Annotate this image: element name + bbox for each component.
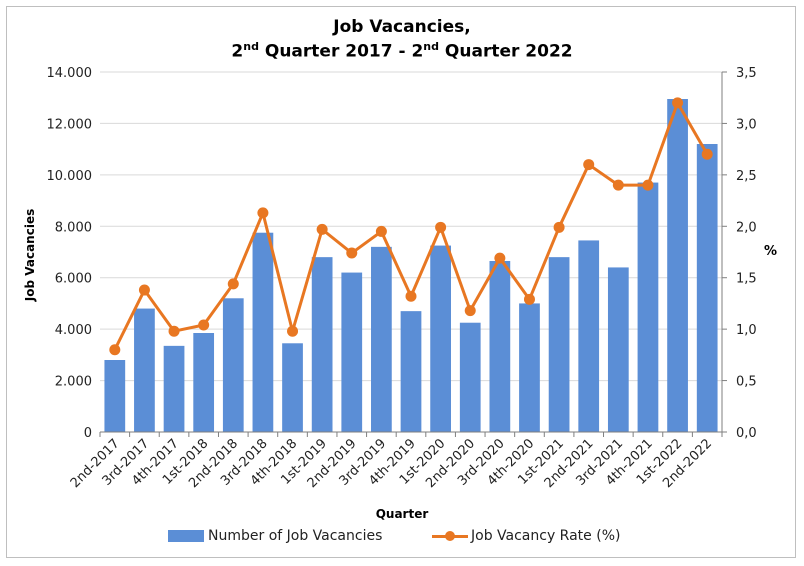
x-axis-label: Quarter [375,507,429,521]
secondary-y-axis-label: % [764,244,778,259]
bar [667,99,688,432]
chart-title: Job Vacancies, [333,17,471,37]
bar [400,311,422,432]
rate-point [316,223,328,235]
rate-point [198,319,210,331]
legend-label-rate: Job Vacancy Rate (%) [471,528,621,544]
y-tick-label: 4.000 [55,323,92,338]
bar [459,322,481,432]
bar [282,343,303,432]
y-tick-label: 10.000 [47,169,93,184]
rate-point [405,290,417,302]
y-tick-label: 8.000 [55,220,92,235]
rate-point [138,284,150,296]
bar [371,246,392,432]
y2-tick-label: 1,0 [736,323,757,338]
y-tick-label: 6.000 [55,272,92,287]
bar [134,308,155,432]
y2-tick-label: 2,5 [736,169,757,184]
rate-point [642,179,654,191]
rate-point [612,179,624,191]
bar [489,261,511,432]
subtitle-sup: nd [423,40,439,53]
legend-item-vacancies: Number of Job Vacancies [168,528,382,544]
bar [311,257,333,432]
rate-point [109,344,121,356]
rate-point [464,305,476,317]
bar [222,298,244,432]
y-tick-label: 12.000 [47,117,93,132]
legend-item-rate: Job Vacancy Rate (%) [432,528,620,544]
rate-point [672,97,684,109]
subtitle-part: Quarter 2017 - 2 [258,41,424,62]
rate-point [553,221,565,233]
y-tick-label: 2.000 [55,375,92,390]
chart-legend: Number of Job Vacancies Job Vacancy Rate… [0,528,804,548]
y2-tick-label: 1,5 [736,272,757,287]
rate-point [494,252,506,264]
bar [578,240,600,432]
y2-tick-label: 2,0 [736,220,757,235]
rate-point [375,225,387,237]
y2-tick-label: 0,5 [736,375,757,390]
rate-point [168,325,180,337]
subtitle-part: 2 [231,41,244,62]
rate-point [435,221,447,233]
legend-line-swatch [432,529,468,543]
bar [193,333,215,432]
rate-point [523,293,535,305]
bar [252,232,274,432]
y2-tick-label: 3,0 [736,117,757,132]
bar [341,272,363,432]
chart-frame [6,6,796,558]
y-tick-label: 14.000 [47,66,93,81]
subtitle-part: Quarter 2022 [439,41,573,62]
bar [637,182,659,432]
rate-point [346,247,358,259]
legend-bar-swatch [168,530,204,542]
rate-point [227,278,239,290]
rate-point [287,325,299,337]
bar [696,144,718,432]
subtitle-sup: nd [243,40,259,53]
rate-point [701,148,713,160]
y-axis-label: Job Vacancies [23,208,37,302]
y2-tick-label: 0,0 [736,426,757,441]
bar [548,257,570,432]
bar [607,267,629,432]
bar [163,345,185,432]
bar [519,303,540,432]
y2-tick-label: 3,5 [736,66,757,81]
y-tick-label: 0 [84,426,92,441]
rate-point [257,207,269,219]
rate-point [583,159,595,171]
bar [104,360,126,432]
chart-subtitle: 2nd Quarter 2017 - 2nd Quarter 2022 [0,40,804,62]
bar [430,245,451,432]
legend-label-vacancies: Number of Job Vacancies [208,528,383,544]
